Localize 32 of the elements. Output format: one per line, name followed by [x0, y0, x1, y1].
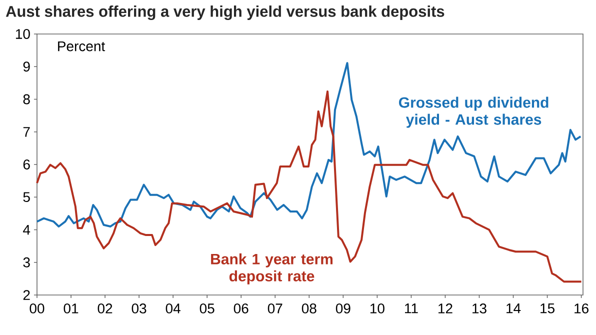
- x-tick-label: 14: [506, 304, 521, 314]
- x-tick-label: 03: [132, 304, 146, 314]
- x-tick-label: 05: [200, 304, 214, 314]
- x-tick-label: 04: [166, 304, 180, 314]
- x-tick-label: 01: [64, 304, 78, 314]
- line-series: [36, 90, 582, 283]
- y-tick-label: 4: [23, 224, 30, 235]
- x-tick-label: 09: [336, 304, 350, 314]
- x-tick-label: 11: [405, 304, 418, 314]
- y-tick-label: 9: [23, 62, 30, 72]
- x-tick-label: 00: [30, 304, 44, 314]
- x-tick-label: 10: [370, 304, 384, 314]
- y-tick-label: 6: [23, 160, 30, 170]
- x-tick-label: 15: [540, 304, 554, 314]
- series-label: Bank 1 year term deposit rate: [211, 253, 333, 284]
- y-tick-label: 8: [23, 94, 30, 104]
- x-tick-label: 02: [98, 304, 112, 314]
- x-tick-label: 16: [574, 304, 588, 314]
- x-tick-label: 08: [302, 304, 316, 314]
- series-label: Grossed up dividend yield - Aust shares: [398, 96, 548, 128]
- y-tick-label: 2: [23, 290, 30, 300]
- x-tick-label: 07: [268, 304, 282, 314]
- x-tick-label: 13: [472, 304, 486, 314]
- annotation: Percent: [58, 41, 106, 52]
- chart-title: Aust shares offering a very high yield versus bank deposits: [6, 6, 444, 20]
- x-tick-label: 06: [234, 304, 248, 314]
- y-tick-label: 7: [23, 127, 30, 137]
- x-tick-label: 12: [438, 304, 452, 314]
- y-tick-label: 3: [23, 257, 30, 268]
- line-series: [36, 62, 582, 228]
- y-tick-label: 10: [16, 29, 30, 39]
- y-tick-label: 5: [23, 192, 30, 202]
